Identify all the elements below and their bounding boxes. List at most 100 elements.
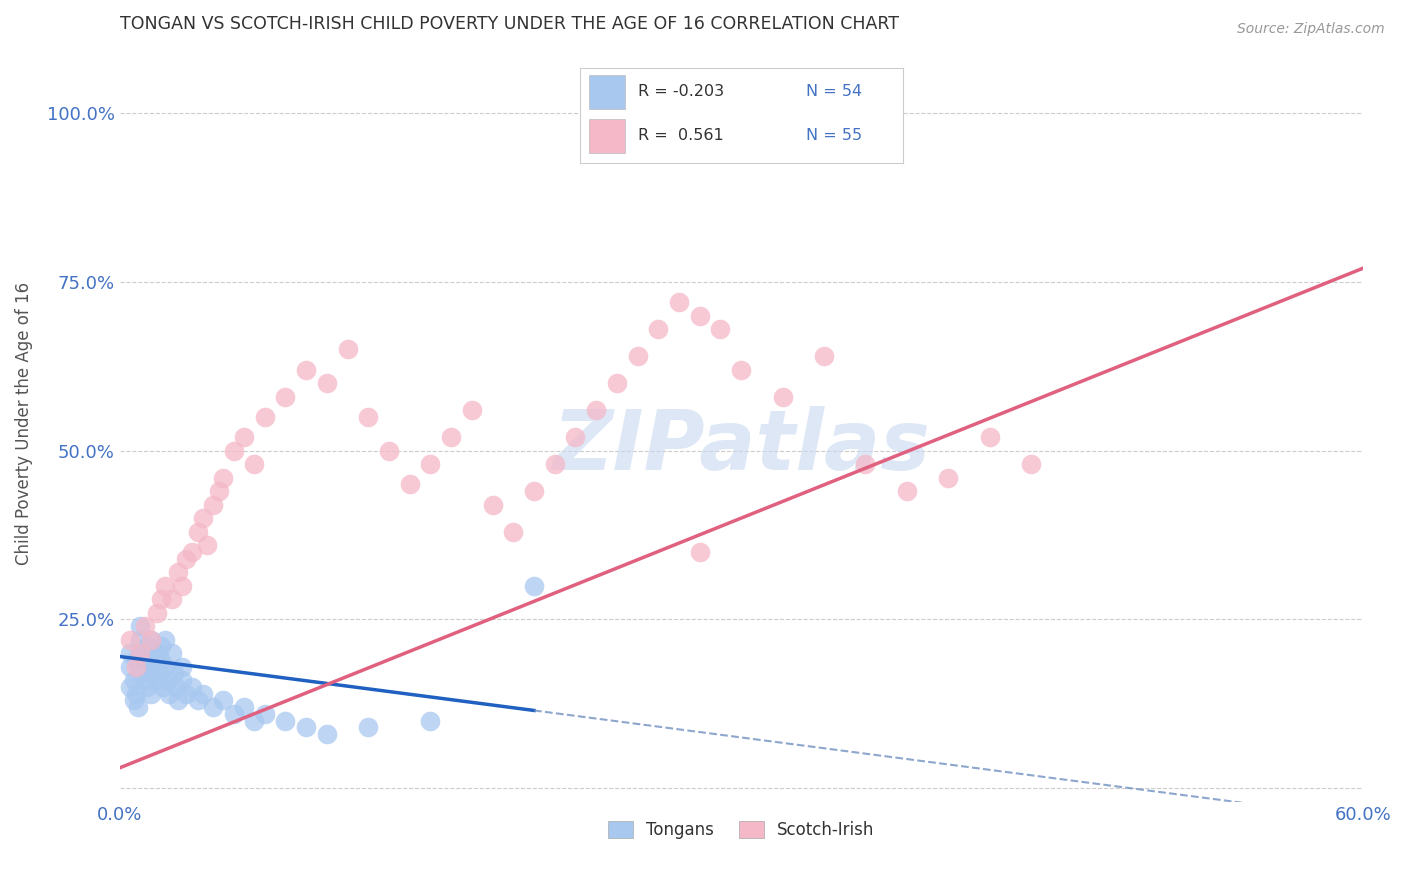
Point — [155, 659, 177, 673]
Point — [165, 680, 187, 694]
Point — [156, 673, 179, 687]
Point — [127, 700, 149, 714]
Point — [585, 403, 607, 417]
Point — [212, 693, 235, 707]
Point — [174, 551, 197, 566]
Point — [191, 511, 214, 525]
Point — [159, 687, 181, 701]
Point — [146, 673, 169, 687]
Point — [129, 666, 152, 681]
Point — [120, 632, 142, 647]
Point — [689, 545, 711, 559]
Point — [201, 700, 224, 714]
Point — [187, 693, 209, 707]
Point — [148, 666, 170, 681]
Point — [233, 430, 256, 444]
Legend: Tongans, Scotch-Irish: Tongans, Scotch-Irish — [600, 814, 882, 847]
Point — [1019, 457, 1042, 471]
Point — [689, 309, 711, 323]
Point — [166, 565, 188, 579]
Point — [647, 322, 669, 336]
Point — [222, 706, 245, 721]
Point — [125, 659, 148, 673]
Point — [523, 579, 546, 593]
Point — [772, 390, 794, 404]
Point — [160, 592, 183, 607]
Point — [212, 470, 235, 484]
Point — [243, 714, 266, 728]
Point — [357, 720, 380, 734]
Point — [142, 646, 165, 660]
Text: Source: ZipAtlas.com: Source: ZipAtlas.com — [1237, 22, 1385, 37]
Point — [146, 646, 169, 660]
Point — [730, 362, 752, 376]
Point — [162, 666, 184, 681]
Point — [155, 632, 177, 647]
Point — [316, 376, 339, 391]
Point — [181, 545, 204, 559]
Point — [253, 409, 276, 424]
Point — [120, 646, 142, 660]
Y-axis label: Child Poverty Under the Age of 16: Child Poverty Under the Age of 16 — [15, 282, 32, 566]
Point — [222, 443, 245, 458]
Point — [139, 666, 162, 681]
Point — [357, 409, 380, 424]
Point — [233, 700, 256, 714]
Point — [135, 680, 157, 694]
Point — [253, 706, 276, 721]
Point — [336, 343, 359, 357]
Point — [129, 646, 152, 660]
Point — [138, 659, 160, 673]
Point — [174, 687, 197, 701]
Point — [201, 498, 224, 512]
Point — [122, 673, 145, 687]
Point — [191, 687, 214, 701]
Text: TONGAN VS SCOTCH-IRISH CHILD POVERTY UNDER THE AGE OF 16 CORRELATION CHART: TONGAN VS SCOTCH-IRISH CHILD POVERTY UND… — [120, 15, 898, 33]
Point — [855, 457, 877, 471]
Point — [936, 470, 959, 484]
Point — [166, 693, 188, 707]
Point — [709, 322, 731, 336]
Point — [155, 579, 177, 593]
Point — [129, 619, 152, 633]
Point — [419, 714, 441, 728]
Point — [150, 653, 173, 667]
Point — [150, 640, 173, 654]
Point — [461, 403, 484, 417]
Point — [181, 680, 204, 694]
Point — [295, 362, 318, 376]
Point — [129, 646, 152, 660]
Point — [134, 619, 156, 633]
Point — [523, 484, 546, 499]
Point — [146, 606, 169, 620]
Point — [120, 680, 142, 694]
Point — [378, 443, 401, 458]
Point — [122, 693, 145, 707]
Point — [139, 632, 162, 647]
Point — [139, 632, 162, 647]
Point — [668, 295, 690, 310]
Point — [274, 390, 297, 404]
Point — [125, 687, 148, 701]
Point — [195, 538, 218, 552]
Point — [274, 714, 297, 728]
Point — [243, 457, 266, 471]
Point — [134, 673, 156, 687]
Point — [143, 659, 166, 673]
Point — [295, 720, 318, 734]
Point — [398, 477, 420, 491]
Point — [316, 727, 339, 741]
Point — [813, 349, 835, 363]
Point — [150, 592, 173, 607]
Point — [129, 632, 152, 647]
Point — [120, 659, 142, 673]
Point — [440, 430, 463, 444]
Point — [170, 579, 193, 593]
Point — [544, 457, 567, 471]
Point — [481, 498, 503, 512]
Point — [979, 430, 1001, 444]
Point — [564, 430, 586, 444]
Point — [170, 659, 193, 673]
Point — [170, 673, 193, 687]
Point — [125, 653, 148, 667]
